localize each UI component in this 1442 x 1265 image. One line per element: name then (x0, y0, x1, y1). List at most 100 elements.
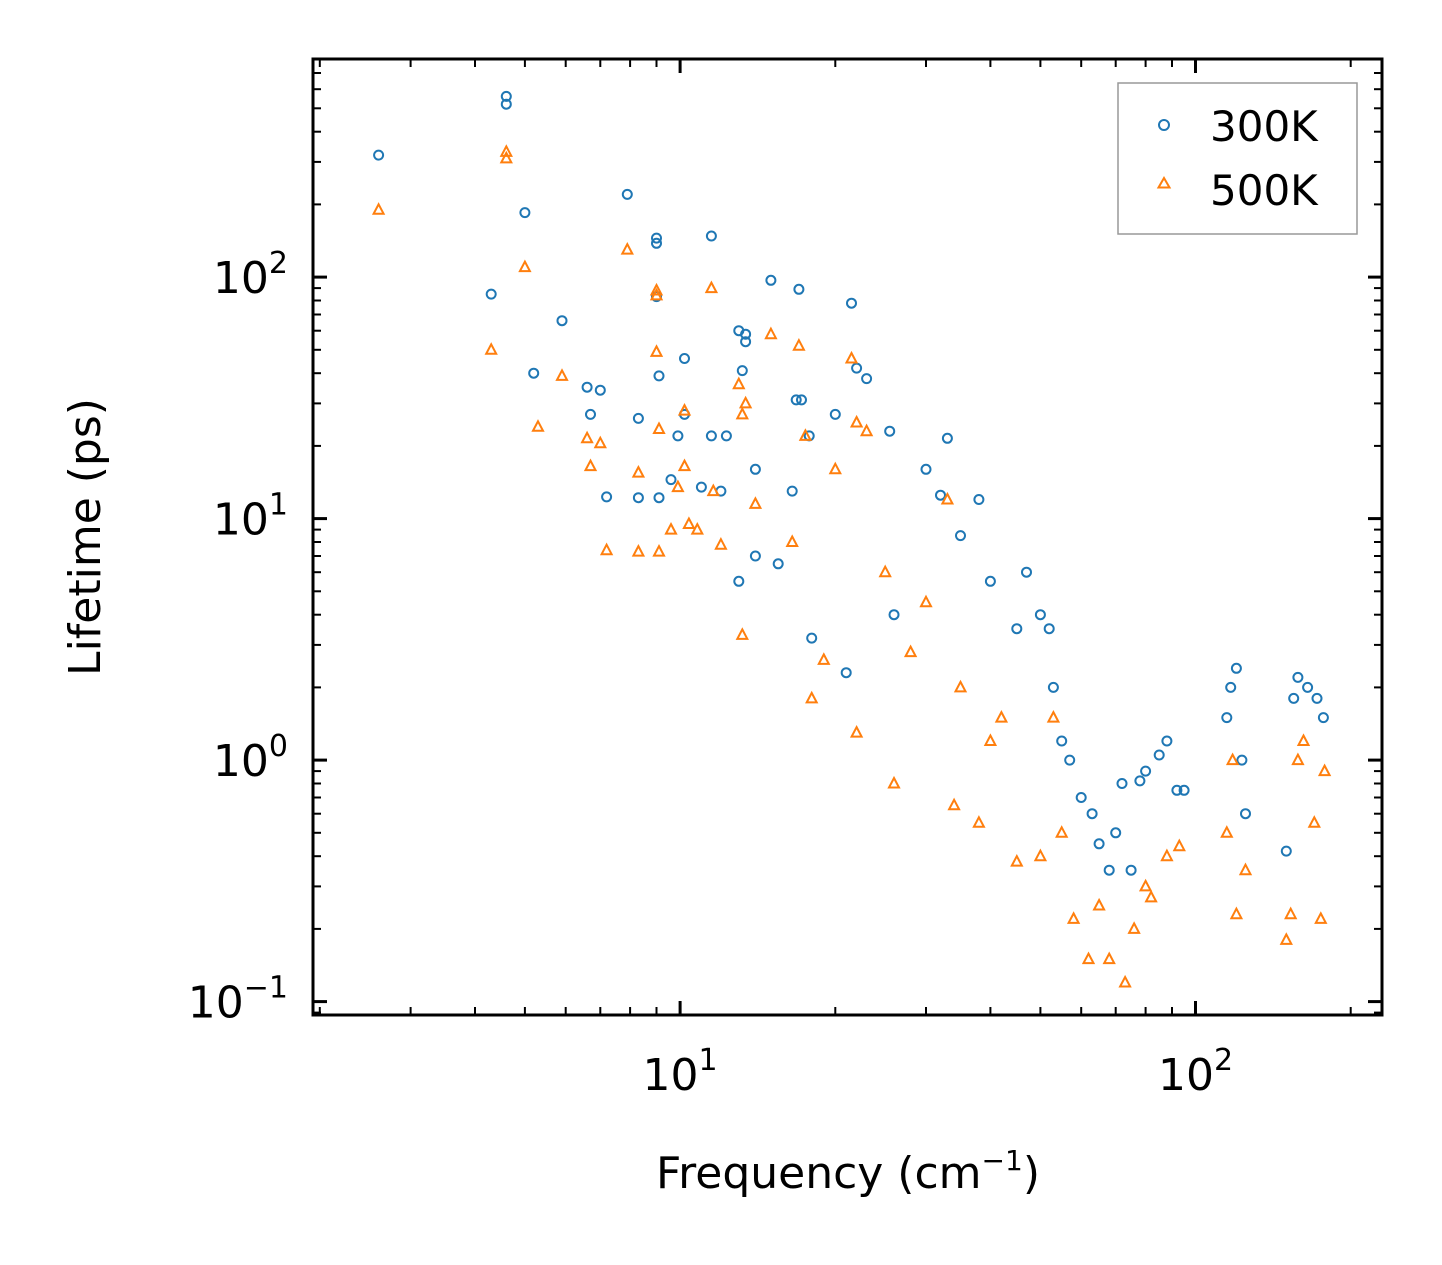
point-500k-39 (844, 350, 859, 364)
point-300k-86 (935, 489, 946, 501)
point-300k-13 (632, 492, 644, 504)
point-500k-4 (518, 259, 532, 273)
point-500k-78 (878, 564, 892, 578)
point-500k-56 (1144, 889, 1158, 903)
point-500k-29 (735, 406, 749, 420)
point-500k-5 (531, 419, 545, 432)
point-500k-74 (994, 709, 1009, 723)
point-500k-68 (1314, 911, 1328, 924)
point-300k-46 (749, 550, 761, 562)
point-500k-9 (593, 435, 607, 449)
point-500k-67 (1307, 815, 1321, 828)
point-300k-63 (1161, 735, 1173, 747)
point-300k-39 (829, 408, 841, 420)
axis-ticks (313, 58, 1382, 1015)
point-300k-42 (861, 373, 873, 385)
point-300k-9 (594, 384, 606, 396)
point-300k-56 (1075, 792, 1087, 803)
point-500k-36 (798, 428, 813, 441)
point-300k-44 (941, 432, 953, 444)
point-300k-61 (1140, 765, 1152, 777)
point-300k-35 (790, 394, 802, 406)
point-500k-61 (1229, 906, 1244, 920)
point-500k-76 (1092, 897, 1106, 911)
point-300k-15 (651, 237, 662, 249)
point-500k-28 (732, 376, 746, 390)
point-300k-11 (621, 188, 633, 200)
legend-label-500k: 500K (1210, 166, 1319, 215)
point-500k-37 (805, 690, 819, 704)
point-500k-64 (1284, 906, 1298, 920)
point-300k-77 (955, 530, 966, 542)
y-tick-label: 100 (213, 729, 288, 787)
point-500k-32 (748, 496, 763, 509)
point-300k-52 (1034, 609, 1046, 621)
point-500k-15 (649, 287, 664, 301)
point-500k-66 (1296, 733, 1311, 746)
point-500k-19 (664, 521, 678, 535)
point-300k-40 (846, 297, 857, 309)
point-300k-69 (1236, 754, 1248, 766)
point-300k-24 (705, 230, 717, 242)
point-300k-79 (1011, 623, 1023, 635)
point-300k-7 (581, 381, 593, 393)
point-300k-78 (984, 575, 996, 587)
point-300k-48 (806, 632, 818, 644)
point-300k-32 (749, 463, 761, 475)
point-500k-71 (919, 594, 933, 608)
point-500k-21 (677, 402, 692, 416)
point-500k-49 (1033, 848, 1048, 862)
point-300k-62 (1153, 749, 1165, 761)
point-500k-13 (631, 543, 646, 557)
legend-box (1117, 82, 1358, 235)
point-500k-14 (649, 282, 664, 296)
point-300k-36 (793, 283, 805, 295)
point-300k-57 (1086, 808, 1098, 820)
point-300k-71 (1280, 845, 1292, 857)
x-axis-label: Frequency (cm−1) (656, 1144, 1040, 1199)
point-300k-17 (653, 370, 665, 382)
point-300k-18 (653, 492, 665, 504)
point-300k-60 (1134, 775, 1146, 787)
point-500k-50 (1046, 709, 1061, 723)
point-300k-74 (1302, 681, 1314, 693)
point-500k-59 (1220, 825, 1234, 838)
point-500k-23 (682, 516, 696, 529)
point-300k-59 (1116, 778, 1128, 789)
y-tick-label: 10−1 (188, 971, 288, 1029)
point-500k-70 (903, 644, 918, 658)
point-300k-1 (485, 288, 497, 300)
point-500k-33 (764, 326, 778, 340)
point-500k-30 (738, 395, 753, 409)
point-500k-75 (1055, 825, 1069, 838)
point-300k-65 (1178, 784, 1190, 796)
point-500k-53 (1102, 951, 1116, 965)
point-500k-27 (714, 537, 728, 550)
point-500k-48 (1010, 853, 1024, 867)
point-300k-34 (786, 485, 798, 497)
y-axis-label: Lifetime (ps) (60, 398, 111, 676)
legend-label-300k: 300K (1210, 102, 1319, 151)
point-500k-40 (849, 414, 864, 428)
point-300k-5 (528, 367, 540, 379)
point-300k-50 (888, 609, 900, 621)
point-300k-68 (1230, 662, 1242, 674)
point-500k-0 (371, 202, 386, 215)
legend: 300K 500K (1117, 82, 1358, 235)
point-500k-69 (1317, 763, 1332, 777)
point-300k-80 (1056, 735, 1068, 747)
point-500k-12 (631, 464, 646, 478)
point-500k-57 (1160, 848, 1174, 862)
point-300k-75 (1311, 692, 1323, 704)
point-500k-63 (1279, 932, 1293, 945)
plot-area-frame (311, 57, 1384, 1017)
point-500k-24 (690, 521, 704, 535)
point-500k-58 (1172, 838, 1186, 852)
point-500k-44 (849, 724, 864, 738)
point-500k-7 (580, 430, 594, 444)
point-300k-81 (1064, 754, 1076, 766)
point-300k-43 (884, 425, 896, 437)
point-300k-49 (840, 667, 852, 679)
point-300k-41 (851, 362, 863, 374)
point-500k-17 (652, 421, 666, 434)
